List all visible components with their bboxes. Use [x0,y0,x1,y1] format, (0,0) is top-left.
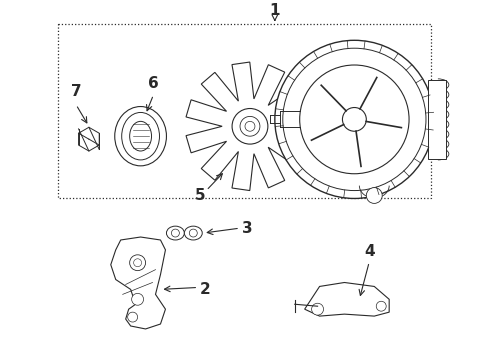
Circle shape [85,135,93,143]
Text: 4: 4 [364,244,374,259]
Polygon shape [186,62,314,190]
Circle shape [312,303,323,315]
Bar [58,24,431,198]
Circle shape [300,65,409,174]
Circle shape [128,312,138,322]
Circle shape [283,48,426,190]
Circle shape [240,116,260,136]
Ellipse shape [122,112,159,160]
Text: 1: 1 [270,3,280,18]
Circle shape [232,108,268,144]
Circle shape [376,301,386,311]
Circle shape [134,259,142,267]
Circle shape [189,229,197,237]
Text: 5: 5 [195,188,206,203]
Ellipse shape [115,107,167,166]
Circle shape [132,293,144,305]
Text: 6: 6 [148,76,159,91]
Bar [428,80,446,159]
Circle shape [172,229,179,237]
Text: 2: 2 [200,282,211,297]
Circle shape [245,121,255,131]
Ellipse shape [167,226,184,240]
Circle shape [367,188,382,203]
Circle shape [343,108,367,131]
Text: 7: 7 [71,84,81,99]
Ellipse shape [184,226,202,240]
Text: 3: 3 [242,221,252,236]
Circle shape [82,132,96,146]
Polygon shape [305,283,389,316]
Circle shape [275,40,434,198]
Polygon shape [78,127,99,151]
Ellipse shape [130,121,151,151]
Circle shape [130,255,146,271]
Polygon shape [111,237,166,329]
